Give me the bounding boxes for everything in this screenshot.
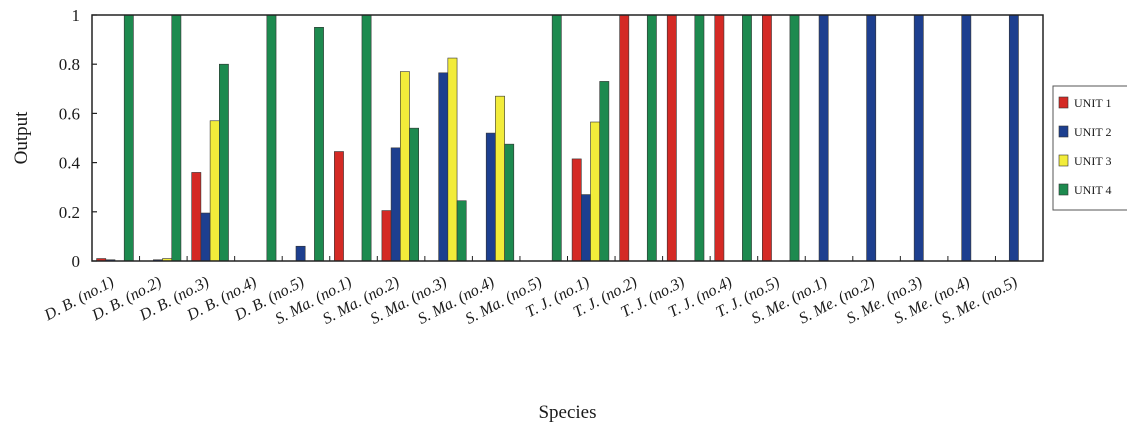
bar-unit-1 (191, 172, 202, 262)
bar-unit-4 (789, 14, 800, 262)
y-tick-label: 0.6 (59, 104, 80, 123)
bar-unit-2 (1008, 14, 1019, 262)
bar-unit-2 (295, 245, 306, 262)
x-axis: D. B. (no.1)D. B. (no.2)D. B. (no.3)D. B… (41, 256, 1044, 328)
bars (96, 14, 1019, 262)
bar-unit-2 (200, 212, 211, 262)
bar-unit-2 (961, 14, 972, 262)
bar-unit-4 (646, 14, 657, 262)
bar-unit-4 (409, 127, 419, 262)
legend-swatch (1058, 154, 1069, 167)
bar-unit-4 (123, 14, 134, 262)
bar-unit-3 (447, 57, 458, 262)
bar-unit-2 (866, 14, 877, 262)
bar-unit-2 (913, 14, 924, 262)
legend-swatch (1058, 96, 1069, 109)
legend-label: UNIT 4 (1074, 183, 1111, 197)
y-tick-label: 0.2 (59, 203, 80, 222)
bar-unit-3 (399, 71, 410, 262)
bar-unit-1 (666, 14, 677, 262)
legend-label: UNIT 3 (1074, 154, 1111, 168)
bar-unit-2 (580, 194, 591, 262)
bar-unit-2 (485, 132, 496, 262)
legend-label: UNIT 1 (1074, 96, 1111, 110)
legend-swatch (1058, 125, 1069, 138)
bar-unit-4 (314, 26, 324, 262)
bar-unit-3 (590, 121, 600, 262)
bar-unit-4 (694, 14, 705, 262)
bar-unit-3 (209, 120, 220, 262)
legend-label: UNIT 2 (1074, 125, 1111, 139)
bar-unit-4 (599, 81, 610, 262)
bar-unit-2 (818, 14, 829, 262)
y-tick-label: 0.8 (59, 55, 80, 74)
bar-unit-4 (361, 14, 372, 262)
bar-unit-2 (438, 72, 449, 262)
legend-swatch (1058, 183, 1069, 196)
bar-unit-4 (219, 63, 229, 262)
bar-unit-4 (504, 143, 515, 262)
bar-unit-4 (266, 14, 277, 262)
bar-unit-4 (551, 14, 562, 262)
bar-unit-2 (390, 147, 401, 262)
y-tick-label: 1 (72, 6, 81, 25)
bar-unit-1 (619, 14, 630, 262)
x-axis-title: Species (538, 402, 596, 423)
y-axis: 0 0.2 0.4 0.6 0.8 1 (59, 6, 97, 271)
bar-unit-4 (171, 14, 182, 262)
bar-unit-3 (495, 95, 505, 262)
y-tick-label: 0.4 (59, 154, 81, 173)
bar-unit-1 (381, 210, 392, 262)
bar-unit-1 (571, 158, 582, 262)
y-axis-title: Output (11, 111, 32, 165)
legend: UNIT 1 UNIT 2 UNIT 3 UNIT 4 (1052, 85, 1127, 211)
bar-unit-1 (334, 151, 344, 262)
bar-unit-1 (714, 14, 725, 262)
plot-frame (91, 14, 1044, 262)
bar-unit-4 (742, 14, 752, 262)
bar-unit-1 (761, 14, 772, 262)
bar-unit-4 (456, 200, 467, 262)
y-tick-label: 0 (72, 252, 81, 271)
